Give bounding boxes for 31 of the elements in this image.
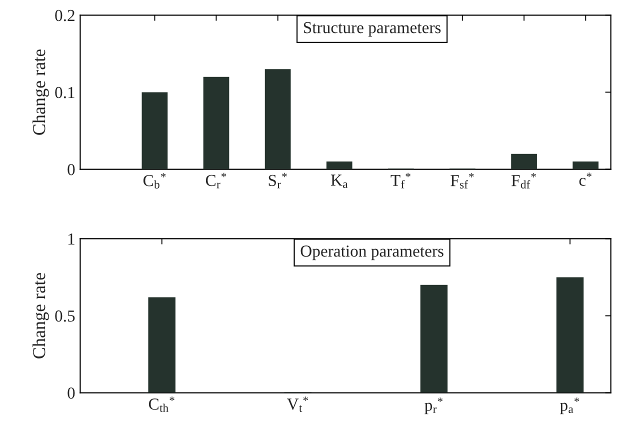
x-tick-label: K$_{a}$	[330, 174, 348, 188]
bar	[142, 92, 168, 170]
x-tick-label: C$_{b}$$^{*}$	[143, 173, 166, 188]
bar	[511, 154, 537, 170]
x-tick-label: c$^{*}$	[579, 172, 592, 186]
bar	[326, 162, 352, 170]
bar	[420, 284, 448, 393]
y-axis-title: Change rate	[32, 49, 49, 135]
x-tick-label: V$_{t}$$^{*}$	[287, 396, 308, 412]
bar	[148, 297, 176, 393]
y-tick-label: 0	[68, 387, 75, 399]
y-tick-label: 0	[68, 164, 75, 176]
x-tick-label: p$_{a}$$^{*}$	[560, 398, 580, 414]
x-tick-label: F$_{df}$$^{*}$	[512, 173, 536, 188]
bar	[556, 277, 584, 393]
y-axis-title: Change rate	[32, 273, 49, 358]
chart-title: Operation parameters	[300, 246, 444, 260]
bar	[264, 69, 291, 170]
y-tick-label: 1	[68, 233, 74, 244]
x-tick-label: S$_{r}$$^{*}$	[268, 172, 287, 188]
x-tick-label: C$_{r}$$^{*}$	[206, 172, 226, 188]
x-tick-label: C$_{th}$$^{*}$	[148, 396, 174, 412]
chart-title: Structure parameters	[304, 22, 441, 37]
x-tick-label: T$_{f}$$^{*}$	[390, 172, 410, 188]
x-tick-label: p$_{r}$$^{*}$	[424, 398, 443, 414]
y-tick-label: 0.1	[55, 86, 74, 98]
y-tick-label: 0.5	[55, 310, 75, 322]
x-tick-label: F$_{sf}$$^{*}$	[450, 173, 474, 188]
bar	[203, 76, 230, 170]
bar	[572, 162, 599, 170]
y-tick-label: 0.2	[55, 10, 74, 22]
